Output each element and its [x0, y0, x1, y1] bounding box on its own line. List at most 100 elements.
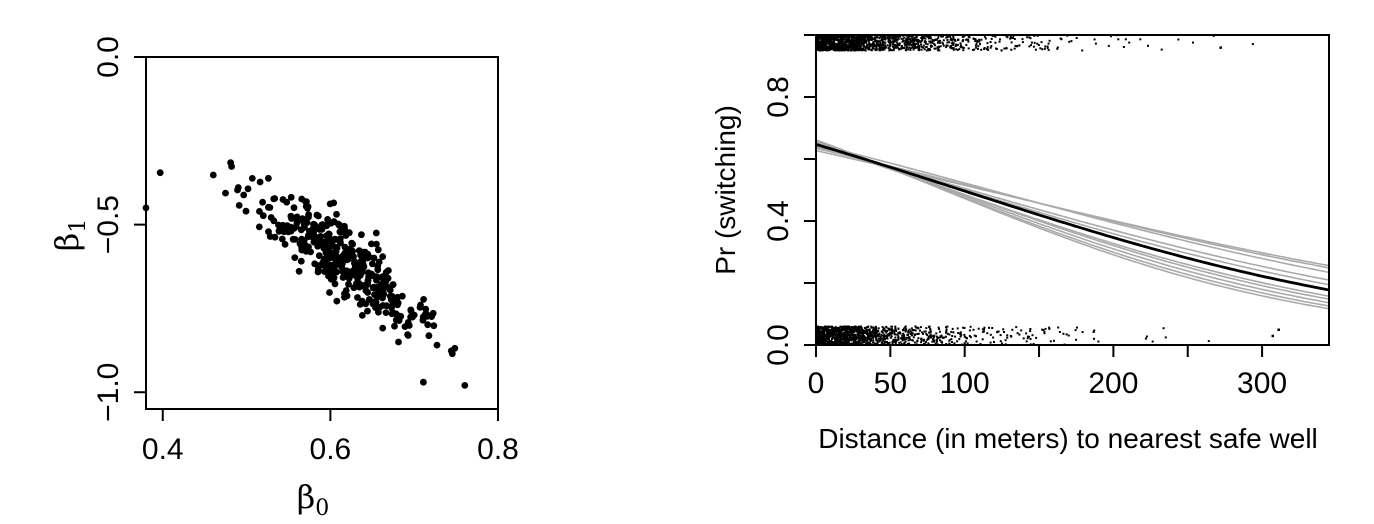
data-point-upper	[886, 37, 889, 40]
data-point-upper	[848, 31, 850, 33]
scatter-point	[373, 293, 381, 301]
data-point-lower	[835, 331, 838, 334]
data-point-upper	[934, 47, 937, 50]
data-point-upper	[860, 32, 862, 34]
data-point-upper	[882, 32, 884, 34]
data-point-lower	[820, 341, 823, 344]
data-point-upper	[820, 45, 823, 48]
data-point-upper	[904, 39, 907, 42]
data-point-upper	[855, 32, 857, 34]
data-point-upper	[825, 31, 827, 33]
data-point-lower	[828, 325, 830, 328]
data-point-upper	[831, 46, 834, 49]
data-point-upper	[959, 45, 962, 48]
data-point-upper	[828, 45, 831, 48]
data-point-lower	[946, 332, 949, 335]
data-point-upper	[845, 32, 847, 34]
data-point-lower	[888, 327, 891, 330]
data-point-upper	[825, 47, 828, 50]
data-point-lower	[898, 331, 901, 334]
data-point-upper	[937, 49, 939, 52]
data-point-lower	[835, 339, 838, 342]
data-point-lower	[930, 335, 933, 338]
data-point-lower	[963, 335, 966, 338]
scatter-point	[382, 309, 390, 316]
data-point-lower	[830, 330, 833, 333]
data-point-lower	[925, 333, 928, 335]
data-point-lower	[848, 338, 851, 341]
data-point-upper	[906, 45, 909, 48]
data-point-lower	[883, 336, 886, 339]
data-point-lower	[936, 340, 938, 343]
data-point-upper	[871, 31, 873, 33]
data-point-lower	[825, 335, 828, 338]
data-point-upper	[870, 44, 873, 47]
data-point-lower	[917, 332, 920, 335]
data-point-upper	[875, 32, 877, 34]
data-point-upper	[850, 38, 853, 41]
data-point-upper	[868, 48, 871, 51]
x-axis-label-subscript: 0	[315, 496, 329, 521]
data-point-upper	[937, 31, 939, 33]
data-point-upper	[878, 31, 880, 33]
data-point-lower	[932, 335, 934, 338]
data-point-lower	[981, 338, 984, 341]
data-point-upper	[952, 41, 955, 44]
data-point-lower	[870, 337, 872, 340]
data-point-lower	[850, 336, 853, 339]
scatter-point	[424, 321, 432, 329]
data-point-lower	[886, 330, 889, 332]
data-point-lower	[868, 330, 871, 333]
data-point-upper	[852, 41, 855, 44]
fitted-curve	[816, 143, 1329, 292]
data-point-upper	[881, 42, 884, 45]
data-point-lower	[878, 340, 881, 343]
data-point-upper	[838, 43, 841, 46]
data-point-lower	[862, 335, 865, 338]
data-point-lower	[905, 328, 908, 331]
scatter-point	[222, 189, 229, 197]
data-point-lower	[836, 342, 839, 345]
scatter-point	[330, 199, 338, 207]
data-point-upper	[853, 35, 856, 38]
data-point-upper	[848, 46, 851, 49]
data-point-upper	[824, 44, 827, 46]
data-point-upper	[842, 31, 844, 33]
data-point-lower	[872, 341, 875, 344]
data-point-lower	[864, 330, 866, 333]
data-point-upper	[925, 49, 928, 52]
data-point-upper	[892, 43, 895, 46]
data-point-lower	[962, 326, 965, 329]
data-point-lower	[818, 332, 821, 335]
data-point-lower	[847, 340, 850, 343]
data-point-lower	[886, 333, 889, 336]
data-point-upper	[901, 31, 903, 33]
data-point-upper	[1152, 32, 1154, 34]
data-point-lower	[891, 330, 894, 333]
scatter-point	[433, 341, 441, 349]
data-point-upper	[853, 43, 856, 46]
data-point-upper	[860, 31, 862, 33]
y-tick-label: −0.5	[92, 195, 125, 254]
data-point-upper	[852, 47, 855, 50]
data-point-lower	[932, 336, 935, 339]
data-point-upper	[841, 31, 843, 33]
data-point-upper	[916, 45, 919, 48]
data-point-upper	[873, 31, 875, 33]
data-point-lower	[825, 337, 828, 340]
data-point-upper	[957, 31, 959, 33]
scatter-point	[275, 228, 283, 235]
data-point-lower	[906, 334, 909, 336]
scatter-points	[142, 159, 469, 389]
data-point-lower	[842, 338, 845, 341]
data-point-upper	[869, 35, 872, 38]
data-point-lower	[959, 332, 962, 335]
scatter-point	[391, 322, 398, 330]
data-point-lower	[874, 342, 876, 345]
data-point-lower	[860, 336, 863, 339]
data-point-lower	[881, 337, 884, 340]
data-point-upper	[1029, 37, 1032, 40]
data-point-upper	[817, 39, 820, 42]
data-point-upper	[929, 44, 932, 47]
data-point-upper	[828, 37, 831, 40]
